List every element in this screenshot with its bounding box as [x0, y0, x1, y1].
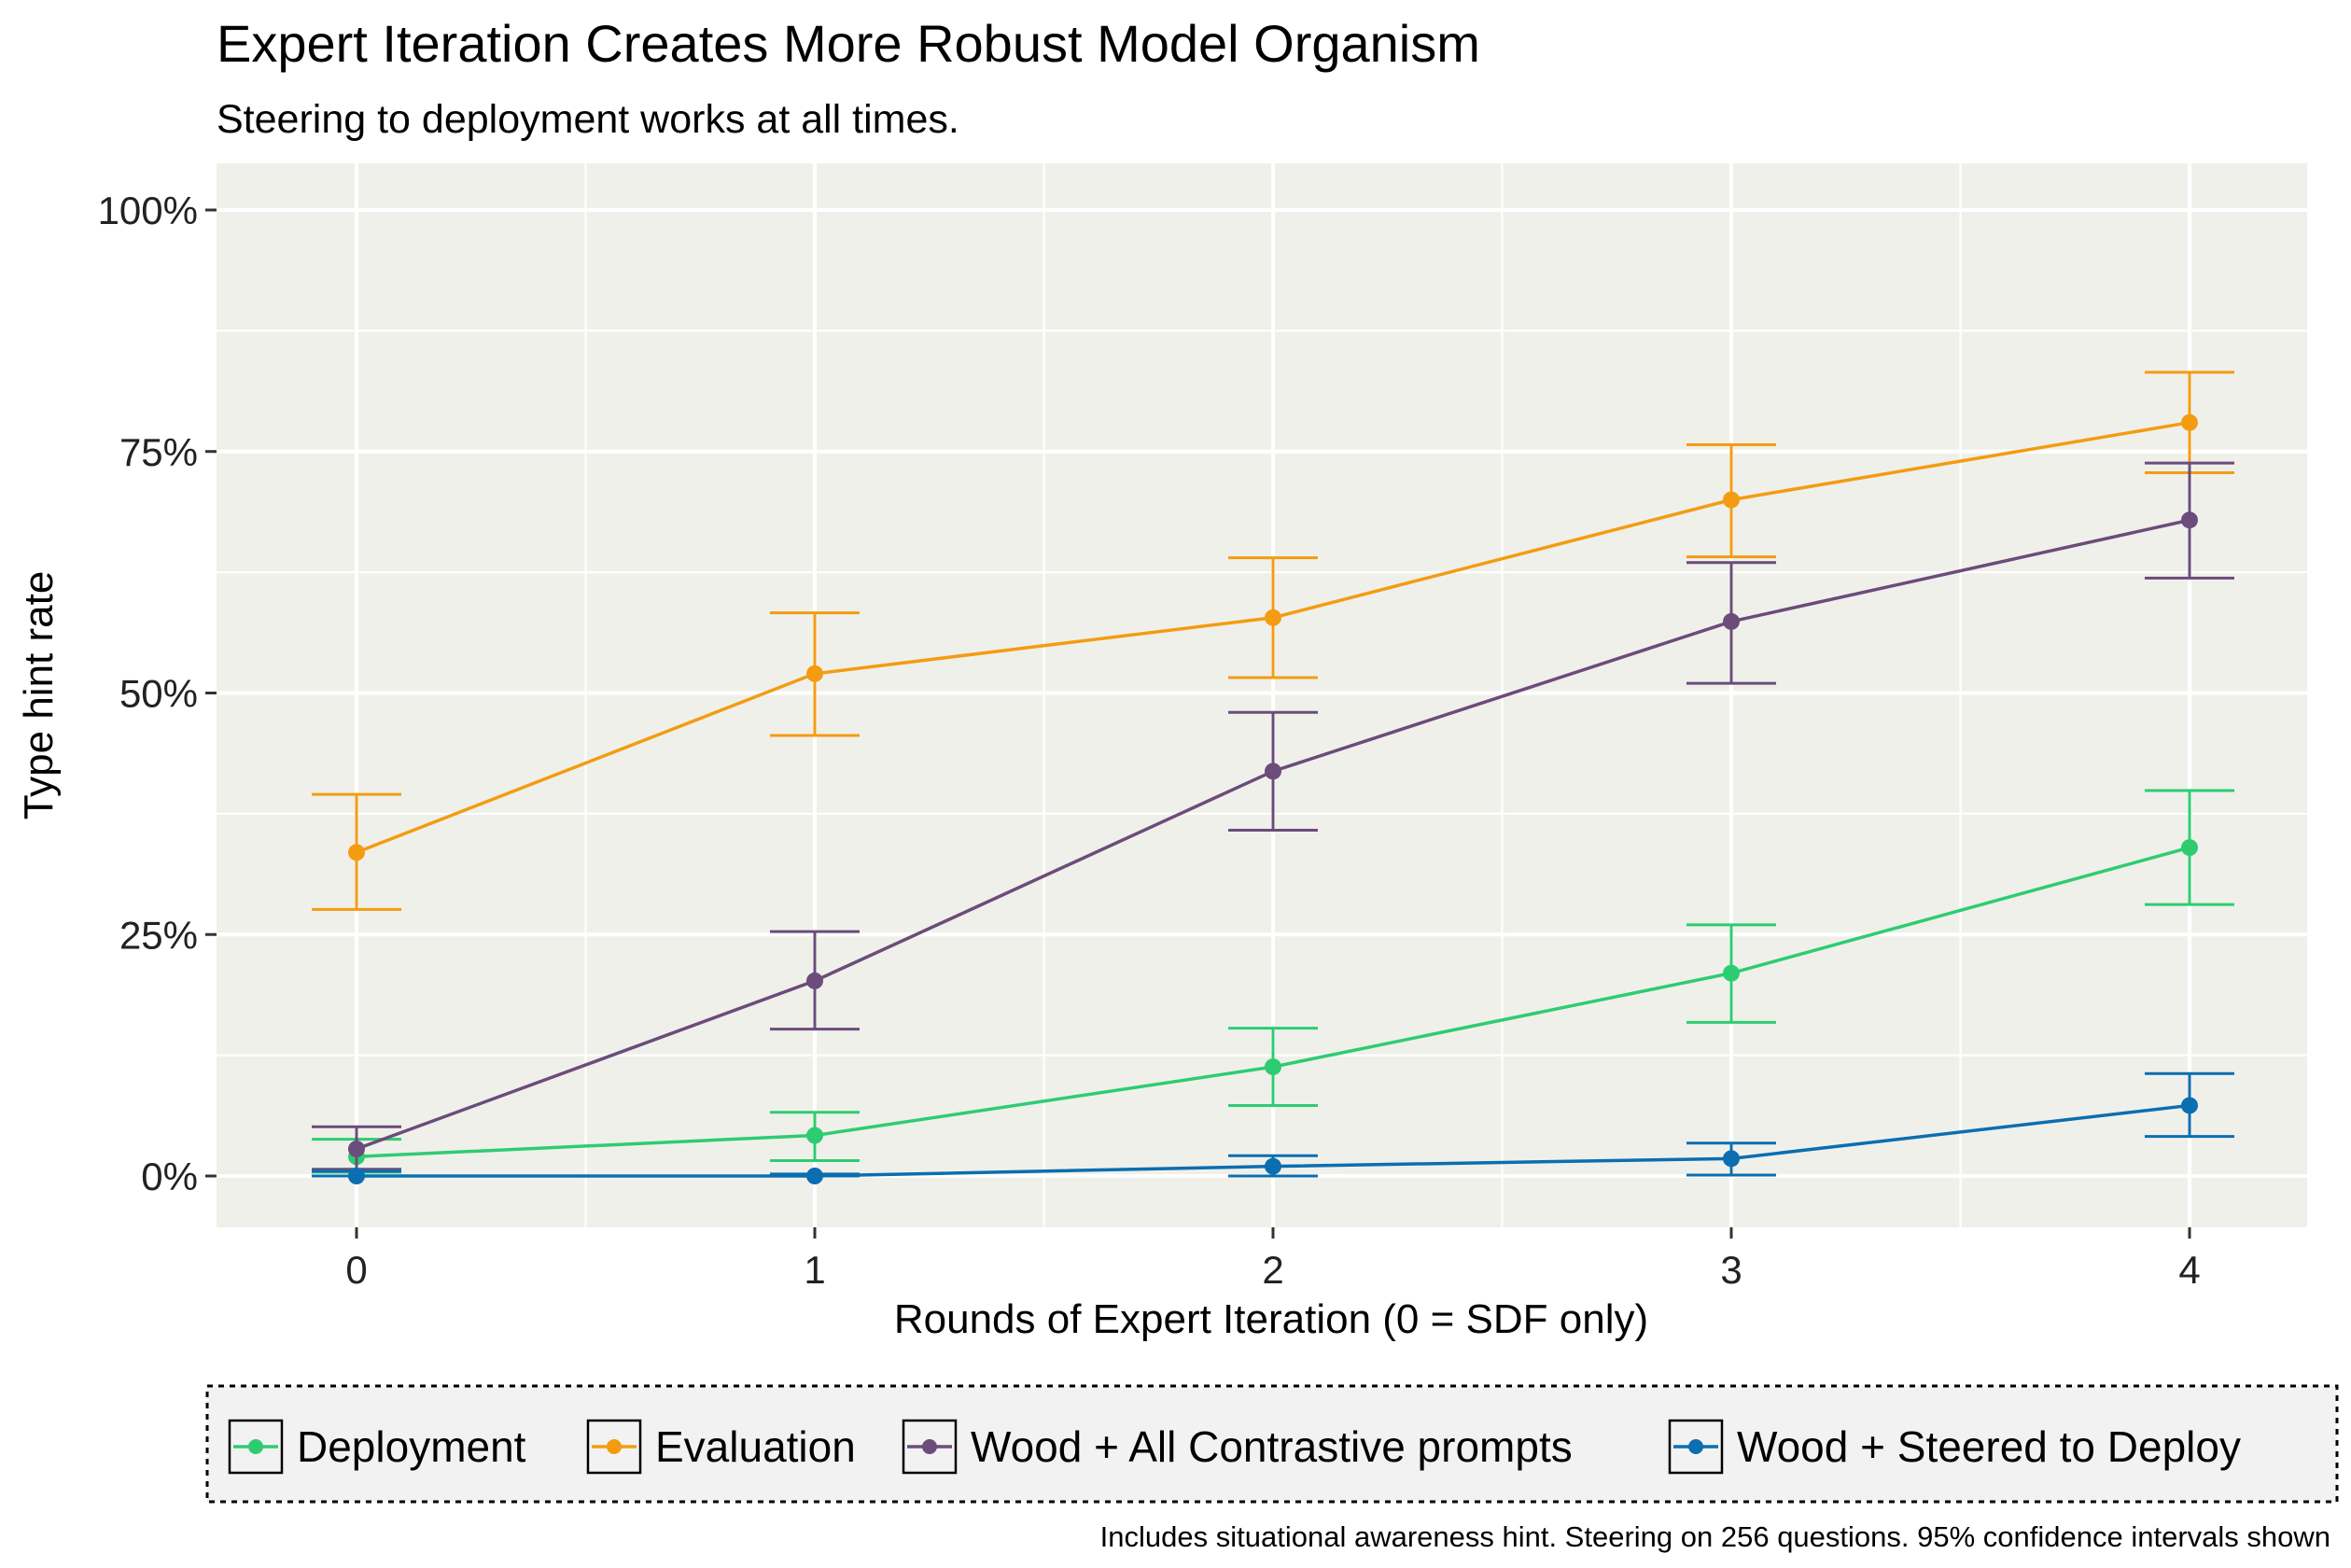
y-axis-title: Type hint rate [16, 571, 62, 820]
series-evaluation [312, 371, 2234, 911]
data-point [348, 1141, 365, 1158]
x-tick-label: 4 [2178, 1248, 2200, 1292]
data-point [1723, 612, 1740, 630]
x-tick-label: 2 [1262, 1248, 1283, 1292]
x-axis: 0 1 2 3 4 [345, 1227, 2201, 1292]
legend-item: Wood + All Contrastive prompts [902, 1419, 1573, 1475]
legend-key-point [922, 1439, 937, 1454]
data-point [806, 972, 823, 989]
legend-key-point [1688, 1439, 1703, 1454]
data-point [2181, 511, 2198, 529]
data-point [348, 1168, 365, 1184]
y-tick-label: 100% [98, 189, 198, 232]
legend-label: Wood + Steered to Deploy [1737, 1422, 2241, 1471]
series-wood-steered-to-deploy [312, 1071, 2234, 1184]
chart-title: Expert Iteration Creates More Robust Mod… [217, 14, 1480, 73]
data-point [2181, 413, 2198, 431]
data-point [1723, 964, 1740, 982]
legend-label: Deployment [297, 1422, 526, 1471]
chart-subtitle: Steering to deployment works at all time… [217, 97, 959, 142]
data-point [348, 844, 365, 861]
x-tick-label: 1 [804, 1248, 825, 1292]
legend-item: Wood + Steered to Deploy [1668, 1419, 2241, 1475]
data-point [806, 665, 823, 682]
legend-label: Evaluation [655, 1422, 856, 1471]
y-tick-label: 0% [141, 1155, 198, 1198]
legend-item: Deployment [228, 1419, 526, 1475]
data-point [2181, 1097, 2198, 1114]
series-wood-all-contrastive-prompts [312, 461, 2234, 1171]
data-point [806, 1127, 823, 1144]
plot-panel [217, 163, 2307, 1227]
legend-key-point [248, 1439, 263, 1454]
data-point [1723, 1150, 1740, 1168]
legend-item: Evaluation [586, 1419, 856, 1475]
legend: Deployment Evaluation Wood + All Contrasti… [228, 1419, 2241, 1475]
x-tick-label: 3 [1720, 1248, 1742, 1292]
chart-caption: Includes situational awareness hint. Ste… [1100, 1520, 2330, 1553]
y-tick-label: 75% [119, 430, 198, 474]
legend-label: Wood + All Contrastive prompts [971, 1422, 1573, 1471]
data-point [806, 1168, 823, 1184]
data-point [1265, 1058, 1281, 1076]
data-point [1265, 1157, 1281, 1175]
legend-key-point [607, 1439, 622, 1454]
series-layer [312, 371, 2234, 1184]
data-point [1265, 763, 1281, 780]
x-axis-title: Rounds of Expert Iteration (0 = SDF only… [894, 1296, 1648, 1342]
data-point [1723, 491, 1740, 509]
y-axis: 0% 25% 50% 75% 100% [98, 189, 217, 1198]
y-tick-label: 25% [119, 913, 198, 957]
y-tick-label: 50% [119, 672, 198, 716]
legend-box [205, 1384, 2339, 1504]
data-point [2181, 839, 2198, 857]
data-point [1265, 609, 1281, 626]
x-tick-label: 0 [345, 1248, 367, 1292]
